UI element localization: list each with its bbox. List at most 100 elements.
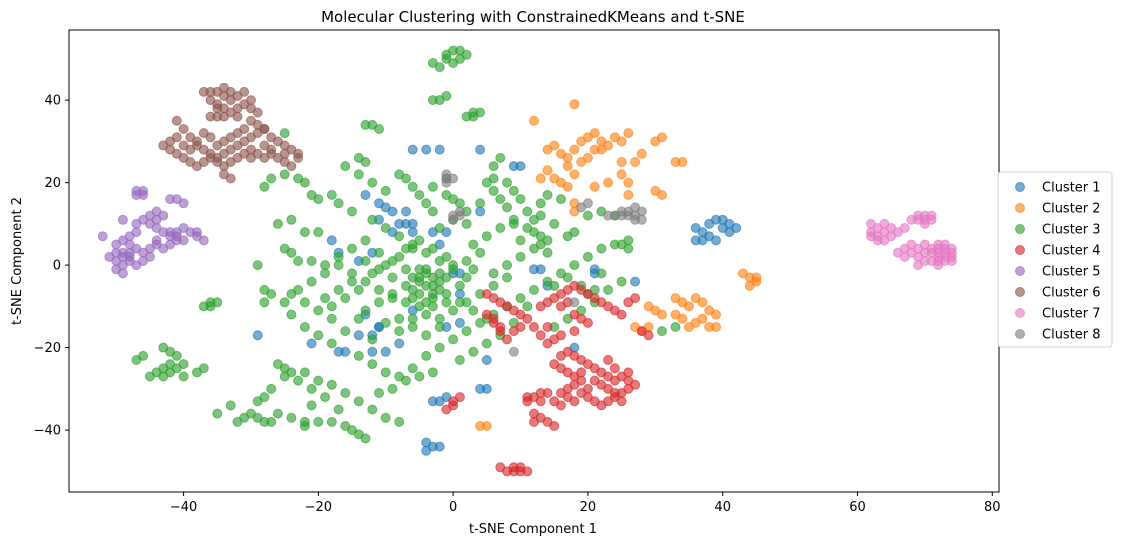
data-point — [495, 152, 506, 163]
data-point — [97, 231, 108, 242]
data-point — [380, 185, 391, 196]
legend-box — [997, 171, 1113, 348]
data-point — [246, 144, 256, 155]
data-point — [414, 371, 425, 382]
data-point — [434, 342, 445, 353]
data-point — [488, 173, 499, 184]
data-point — [320, 260, 331, 271]
data-point — [266, 383, 277, 394]
data-point — [225, 400, 236, 411]
data-point — [926, 247, 937, 258]
data-point — [549, 173, 560, 184]
data-point — [933, 256, 944, 266]
data-point — [367, 334, 378, 345]
data-point — [414, 235, 425, 246]
series-6 — [158, 82, 304, 184]
data-point — [488, 268, 499, 279]
data-point — [481, 309, 492, 320]
data-point — [293, 152, 304, 163]
data-point — [488, 317, 499, 328]
data-point — [623, 177, 634, 188]
data-point — [475, 317, 486, 328]
data-point — [205, 95, 216, 106]
y-tick-label: 40 — [44, 94, 61, 109]
data-point — [454, 317, 465, 328]
data-point — [576, 157, 587, 167]
data-point — [171, 115, 182, 126]
data-point — [454, 355, 465, 365]
data-point — [320, 268, 331, 279]
data-point — [448, 334, 459, 345]
y-tick-label: 20 — [44, 176, 61, 191]
data-point — [515, 235, 526, 246]
y-axis-title: t-SNE Component 2 — [10, 197, 25, 325]
data-point — [495, 194, 506, 205]
data-point — [475, 206, 486, 217]
legend-marker — [1015, 287, 1025, 297]
series-5 — [97, 185, 209, 279]
data-point — [946, 243, 957, 254]
data-point — [414, 190, 425, 200]
data-point — [515, 194, 526, 205]
data-point — [529, 322, 539, 332]
data-point — [481, 338, 492, 349]
data-point — [427, 289, 438, 299]
data-point — [542, 322, 553, 332]
data-point — [448, 264, 459, 275]
data-point — [522, 223, 533, 233]
data-point — [360, 119, 371, 130]
data-point — [340, 388, 351, 398]
data-point — [259, 124, 270, 134]
data-point — [434, 313, 445, 324]
data-point — [556, 194, 566, 205]
data-point — [441, 404, 452, 415]
data-point — [529, 115, 539, 126]
data-point — [481, 231, 492, 242]
data-point — [899, 251, 910, 262]
data-point — [394, 416, 405, 427]
data-point — [906, 214, 917, 225]
data-point — [387, 289, 398, 299]
data-point — [475, 144, 486, 155]
data-point — [198, 235, 209, 246]
data-point — [394, 251, 405, 262]
data-point — [306, 338, 317, 349]
data-point — [542, 247, 553, 258]
legend-marker — [1015, 245, 1025, 255]
data-point — [138, 190, 149, 200]
data-point — [117, 214, 128, 225]
x-tick-label: 20 — [580, 500, 597, 515]
data-point — [481, 355, 492, 365]
data-point — [569, 144, 580, 155]
data-point — [380, 367, 391, 378]
data-point — [441, 272, 452, 283]
data-point — [306, 400, 317, 411]
legend-label: Cluster 8 — [1042, 328, 1101, 343]
data-point — [535, 264, 546, 275]
data-point — [582, 317, 593, 328]
data-point — [529, 284, 539, 295]
data-point — [374, 388, 384, 398]
x-tick-label: 80 — [984, 500, 1001, 515]
data-point — [515, 251, 526, 262]
data-point — [454, 289, 465, 299]
data-point — [670, 309, 681, 320]
data-point — [259, 152, 270, 163]
data-point — [299, 322, 310, 332]
data-point — [643, 330, 654, 341]
data-point — [333, 284, 344, 295]
legend-item: Cluster 3 — [1015, 223, 1101, 238]
data-point — [879, 218, 890, 229]
legend-marker — [1015, 308, 1025, 318]
data-point — [427, 243, 438, 254]
data-point — [239, 124, 250, 134]
legend-item: Cluster 7 — [1015, 307, 1101, 322]
data-point — [508, 185, 519, 196]
data-point — [711, 235, 721, 246]
data-point — [279, 297, 290, 308]
data-point — [623, 235, 634, 246]
data-point — [421, 297, 432, 308]
data-point — [434, 62, 445, 73]
data-point — [535, 173, 546, 184]
